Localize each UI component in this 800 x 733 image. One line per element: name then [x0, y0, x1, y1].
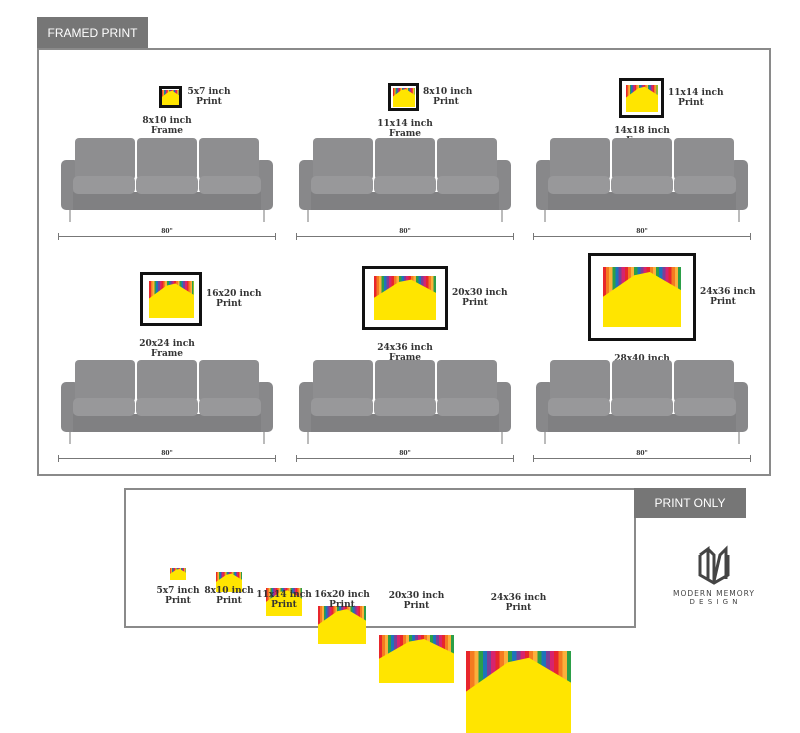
- frame: [619, 78, 664, 118]
- framed-print-tab: FRAMED PRINT: [37, 17, 148, 48]
- print-only-size-label: 5x7 inch Print: [156, 586, 200, 606]
- frame-size-label: 20x24 inch Frame: [139, 339, 195, 359]
- frame-size-label: 8x10 inch Frame: [142, 116, 192, 136]
- print-only-panel: [124, 488, 636, 628]
- framed-print-panel: [37, 48, 771, 476]
- print-image: [374, 276, 436, 320]
- sofa: [59, 138, 275, 224]
- frame-size-label: 11x14 inch Frame: [377, 119, 433, 139]
- dimension-line: [58, 233, 276, 240]
- logo: MODERN MEMORY D E S I G N: [668, 545, 760, 606]
- print-only-image: [266, 588, 302, 616]
- logo-mark-icon: [698, 545, 730, 585]
- print-only-image: [216, 572, 242, 592]
- print-image: [603, 267, 681, 327]
- print-size-label: 16x20 inch Print: [206, 289, 262, 309]
- print-image: [148, 280, 194, 318]
- print-image: [392, 87, 415, 107]
- sofa: [534, 360, 750, 446]
- print-only-image: [466, 651, 571, 733]
- dimension-line: [533, 455, 751, 462]
- dimension-line: [58, 455, 276, 462]
- dimension-label: 80": [636, 450, 648, 457]
- print-size-label: 24x36 inch Print: [700, 287, 756, 307]
- print-only-tab: PRINT ONLY: [634, 488, 746, 518]
- print-only-size-label: 20x30 inch Print: [388, 591, 445, 611]
- print-only-image: [170, 568, 186, 580]
- dimension-label: 80": [161, 228, 173, 235]
- print-only-size-label: 24x36 inch Print: [490, 593, 547, 613]
- print-size-label: 11x14 inch Print: [668, 88, 724, 108]
- dimension-label: 80": [399, 228, 411, 235]
- print-only-image: [318, 606, 366, 644]
- sofa: [59, 360, 275, 446]
- sofa: [297, 138, 513, 224]
- dimension-label: 80": [636, 228, 648, 235]
- sofa: [534, 138, 750, 224]
- frame: [588, 253, 696, 341]
- frame: [388, 83, 419, 111]
- print-size-label: 8x10 inch Print: [423, 87, 473, 107]
- dimension-line: [296, 233, 514, 240]
- frame: [362, 266, 448, 330]
- logo-line1: MODERN MEMORY: [673, 589, 755, 598]
- print-only-size-label: 16x20 inch Print: [314, 590, 370, 610]
- frame: [159, 86, 182, 108]
- print-only-size-label: 8x10 inch Print: [204, 586, 254, 606]
- sofa: [297, 360, 513, 446]
- dimension-label: 80": [399, 450, 411, 457]
- print-size-label: 20x30 inch Print: [452, 288, 508, 308]
- dimension-line: [533, 233, 751, 240]
- print-image: [162, 89, 179, 105]
- print-size-label: 5x7 inch Print: [187, 87, 231, 107]
- print-only-image: [379, 635, 454, 683]
- print-image: [625, 84, 658, 112]
- frame: [140, 272, 202, 326]
- logo-line2: D E S I G N: [689, 598, 739, 606]
- frame-size-label: 24x36 inch Frame: [377, 343, 433, 363]
- dimension-line: [296, 455, 514, 462]
- dimension-label: 80": [161, 450, 173, 457]
- print-only-size-label: 11x14 inch Print: [256, 590, 312, 610]
